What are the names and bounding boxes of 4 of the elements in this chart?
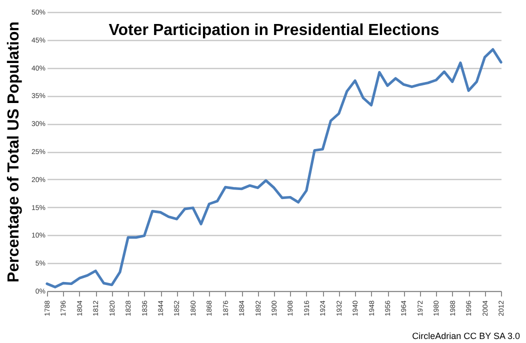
text: CircleAdrian CC BY SA 3.0	[412, 331, 520, 341]
y-axis-title: Percentage of Total US Population	[5, 21, 22, 283]
line-series	[46, 48, 502, 288]
text: Voter Participation in Presidential Elections	[108, 22, 440, 39]
